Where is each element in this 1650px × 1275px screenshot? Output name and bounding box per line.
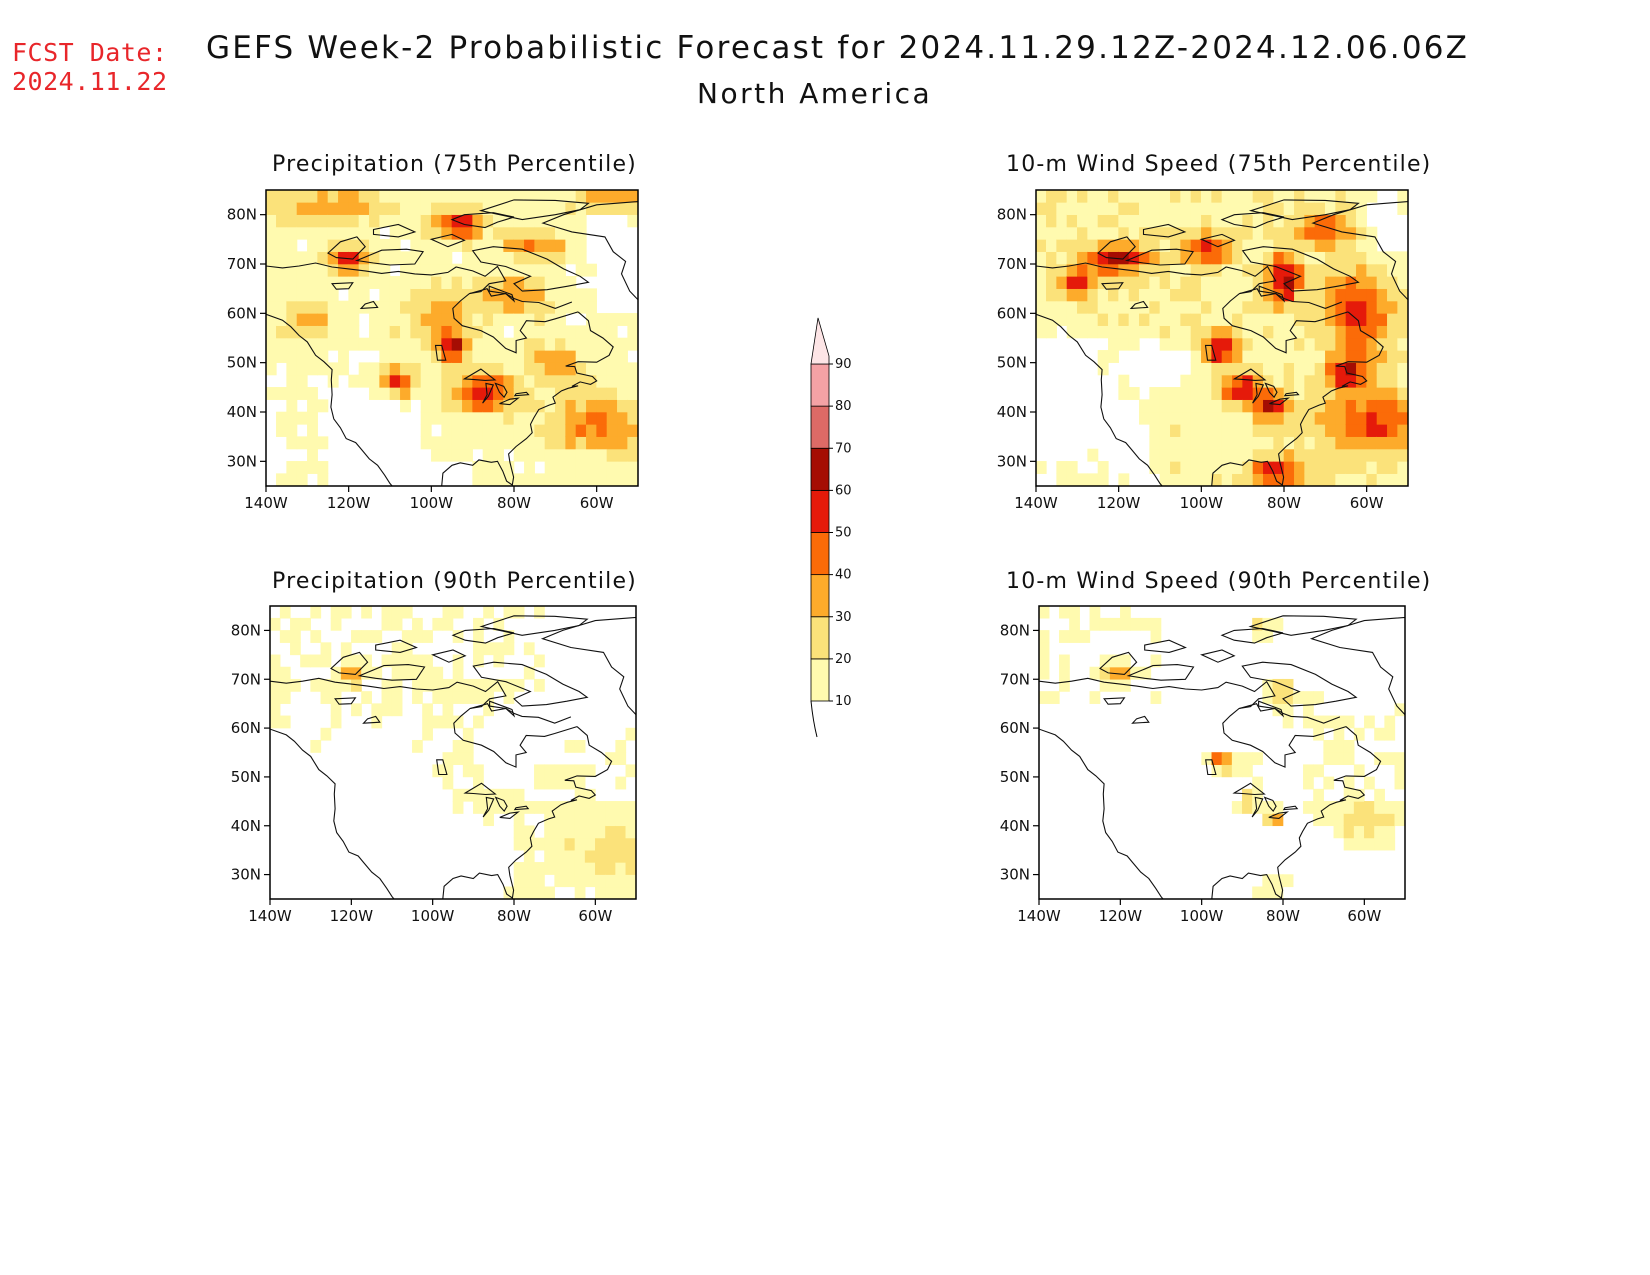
lat-tick-label: 80N [1000,621,1030,639]
colorbar-label: 90 [835,357,852,372]
lat-tick-label: 50N [227,354,257,372]
lat-tick-label: 70N [1000,670,1030,688]
lat-tick-label: 80N [997,206,1027,224]
lat-tick-label: 40N [1000,817,1030,835]
coastlines [1036,199,1408,486]
coastlines [270,615,636,899]
lon-tick-label: 60W [1347,907,1381,925]
lat-tick-label: 70N [997,255,1027,273]
probability-field [1036,190,1408,486]
lon-tick-label: 100W [1180,907,1224,925]
lat-tick-label: 60N [227,304,257,322]
panel-title: Precipitation (75th Percentile) [272,152,637,177]
lon-tick-label: 120W [330,907,374,925]
map-p90: 80N 70N 60N 50N 40N 30N 140W 120W 100W 80W 60W [231,605,637,925]
lat-tick-label: 70N [227,255,257,273]
lat-tick-label: 50N [997,354,1027,372]
lat-tick-label: 80N [231,621,261,639]
colorbar-label: 60 [835,483,852,498]
map-w75: 80N 70N 60N 50N 40N 30N 140W 120W 100W 80W 60W [997,189,1409,512]
lat-tick-label: 30N [997,452,1027,470]
lon-tick-label: 100W [1180,494,1224,512]
panel-title: Precipitation (90th Percentile) [272,569,637,594]
fcst-date-value: 2024.11.22 [12,67,168,96]
lat-tick-label: 40N [997,403,1027,421]
coastlines [1039,615,1405,899]
fcst-date-label: FCST Date: [12,38,168,67]
lon-tick-label: 140W [1014,494,1058,512]
colorbar-swatch [810,489,830,533]
probability-field [270,606,636,899]
lon-tick-label: 100W [410,494,454,512]
figure-subtitle: North America [697,77,933,110]
lon-tick-label: 80W [497,494,531,512]
lon-tick-label: 80W [1267,494,1301,512]
colorbar-label: 30 [835,610,852,625]
map-frame [1035,189,1409,487]
colorbar-swatch [810,405,830,449]
lat-tick-label: 30N [227,452,257,470]
colorbar: 10 20 30 40 50 60 70 80 90 [810,317,852,738]
map-frame [1038,605,1406,900]
lon-tick-label: 120W [1099,907,1143,925]
lat-tick-label: 40N [231,817,261,835]
colorbar-swatch [810,616,830,660]
colorbar-swatch [810,363,830,407]
lon-tick-label: 80W [497,907,531,925]
colorbar-label: 20 [835,652,852,667]
panel-title: 10-m Wind Speed (90th Percentile) [1006,569,1432,594]
colorbar-label: 50 [835,526,852,541]
colorbar-swatch [810,447,830,491]
lon-tick-label: 140W [244,494,288,512]
colorbar-swatch [810,317,830,365]
lat-tick-label: 50N [1000,768,1030,786]
colorbar-label: 70 [835,441,852,456]
lon-tick-label: 140W [1017,907,1061,925]
colorbar-label: 40 [835,568,852,583]
colorbar-swatch [810,658,830,702]
lat-tick-label: 60N [1000,719,1030,737]
map-frame [269,605,637,900]
lat-tick-label: 60N [231,719,261,737]
lon-tick-label: 60W [578,907,612,925]
figure-title: GEFS Week-2 Probabilistic Forecast for 2… [206,30,1470,66]
map-w90: 80N 70N 60N 50N 40N 30N 140W 120W 100W 80W 60W [1000,605,1406,925]
lon-tick-label: 60W [580,494,614,512]
lon-tick-label: 80W [1266,907,1300,925]
colorbar-label: 10 [835,694,852,709]
lat-tick-label: 80N [227,206,257,224]
lon-tick-label: 100W [411,907,455,925]
lat-tick-label: 30N [1000,866,1030,884]
lat-tick-label: 60N [997,304,1027,322]
fcst-date: FCST Date: 2024.11.22 [12,38,168,96]
panel-title: 10-m Wind Speed (75th Percentile) [1006,152,1432,177]
lat-tick-label: 30N [231,866,261,884]
lon-tick-label: 60W [1350,494,1384,512]
colorbar-swatch [810,532,830,576]
lon-tick-label: 120W [327,494,371,512]
lon-tick-label: 120W [1097,494,1141,512]
map-frame [265,189,639,487]
coastlines [266,199,638,486]
lat-tick-label: 50N [231,768,261,786]
colorbar-swatch [810,574,830,618]
colorbar-label: 80 [835,399,852,414]
lat-tick-label: 70N [231,670,261,688]
lon-tick-label: 140W [248,907,292,925]
lat-tick-label: 40N [227,403,257,421]
map-p75: 80N 70N 60N 50N 40N 30N 140W 120W 100W 80W 60W [227,189,639,512]
